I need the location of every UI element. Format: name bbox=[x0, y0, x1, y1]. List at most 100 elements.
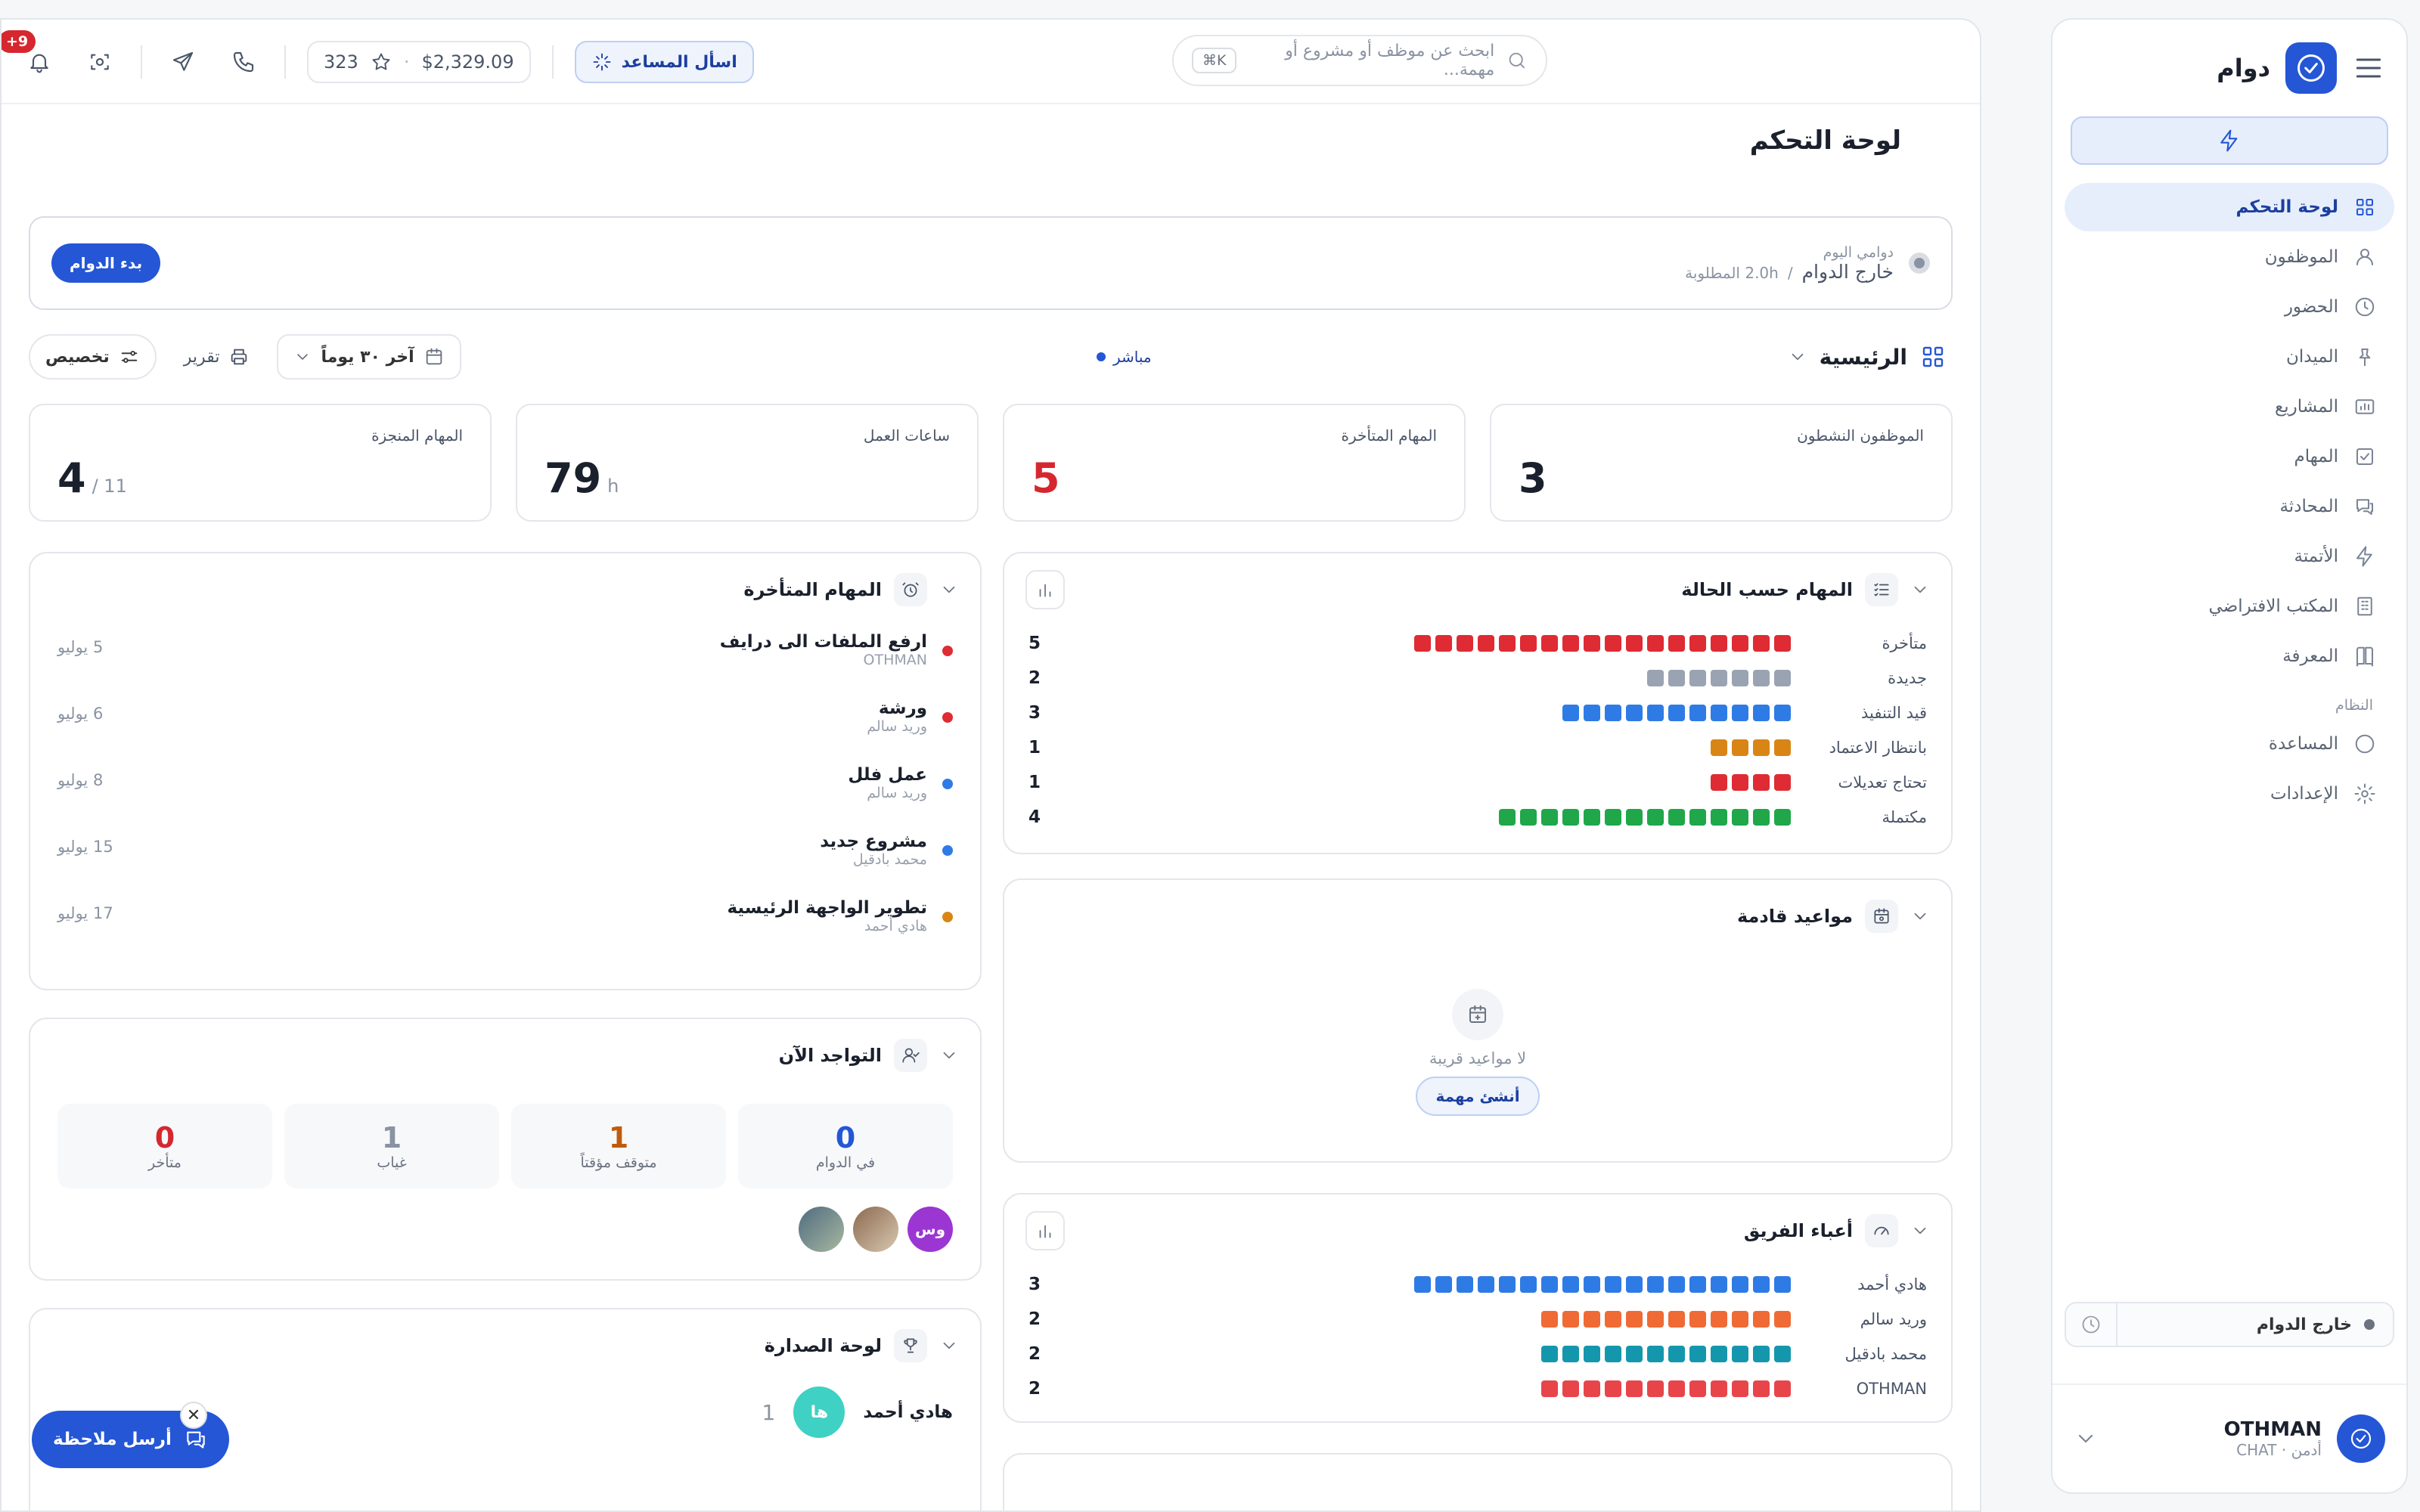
sidebar-item-help-circle[interactable]: المساعدة bbox=[2065, 720, 2394, 768]
status-dot bbox=[2364, 1319, 2375, 1330]
call-button[interactable] bbox=[224, 42, 263, 82]
controls-left: تخصيص تقرير آخر ٣٠ يوماً bbox=[29, 334, 461, 380]
kpi-card[interactable]: المهام المنجزة 4 / 11 bbox=[29, 404, 492, 522]
bar-row[interactable]: قيد التنفيذ 3 bbox=[1004, 696, 1951, 730]
bar-row[interactable]: جديدة 2 bbox=[1004, 661, 1951, 696]
sidebar-item-user[interactable]: الموظفون bbox=[2065, 233, 2394, 281]
sidebar-item-clock[interactable]: الحضور bbox=[2065, 283, 2394, 331]
notification-badge: +9 bbox=[2, 30, 36, 53]
bar-row[interactable]: هادي أحمد 3 bbox=[1004, 1267, 1951, 1302]
ask-assistant-button[interactable]: اسأل المساعد bbox=[574, 41, 754, 83]
notifications-button[interactable]: +9 bbox=[2, 30, 59, 82]
avatar[interactable]: وس bbox=[908, 1207, 953, 1252]
sidebar-item-pin[interactable]: الميدان bbox=[2065, 333, 2394, 381]
sidebar-item-bolt[interactable]: الأتمتة bbox=[2065, 532, 2394, 581]
page-title: لوحة التحكم bbox=[1749, 125, 1901, 156]
bolt-icon bbox=[2356, 546, 2372, 567]
avatar: ها bbox=[793, 1387, 845, 1438]
task-date: 5 يوليو bbox=[57, 638, 104, 656]
chart-toggle-button[interactable] bbox=[1025, 570, 1065, 609]
kpi-value: 3 bbox=[1519, 454, 1547, 502]
search-input[interactable]: ابحث عن موظف أو مشروع أو مهمة... ⌘K bbox=[1172, 35, 1547, 86]
leaderboard-row[interactable]: هادي أحمد ها 1 bbox=[30, 1382, 980, 1442]
presence-stat[interactable]: 1 غياب bbox=[284, 1104, 499, 1188]
pin-icon bbox=[2359, 349, 2371, 367]
bar-row[interactable]: تحتاج تعديلات 1 bbox=[1004, 765, 1951, 800]
chart-toggle-button[interactable] bbox=[1025, 1211, 1065, 1250]
date-range-select[interactable]: آخر ٣٠ يوماً bbox=[277, 334, 461, 380]
kpi-card[interactable]: الموظفون النشطون 3 bbox=[1490, 404, 1953, 522]
status-dot bbox=[942, 779, 953, 789]
report-button[interactable]: تقرير bbox=[175, 346, 259, 367]
sidebar-item-chat[interactable]: المحادثة bbox=[2065, 482, 2394, 531]
balance-pill[interactable]: 323 · $2,329.09 bbox=[307, 41, 531, 83]
list-item[interactable]: ورشة وريد سالم 6 يوليو bbox=[57, 692, 953, 759]
online-avatars: وس bbox=[30, 1188, 980, 1270]
menu-icon[interactable] bbox=[2352, 51, 2385, 85]
leaderboard-card: لوحة الصدارة هادي أحمد ها 1 bbox=[29, 1308, 982, 1510]
close-icon[interactable]: ✕ bbox=[180, 1402, 207, 1429]
live-label: مباشر bbox=[1113, 348, 1152, 366]
sidebar-nav: لوحة التحكم الموظفون الحضور الميدان المشاريع… bbox=[2052, 183, 2406, 818]
bar-block bbox=[1711, 1380, 1727, 1397]
presence-stat[interactable]: 0 في الدوام bbox=[738, 1104, 953, 1188]
kpi-number: 79 bbox=[544, 454, 602, 502]
bar-block bbox=[1774, 705, 1791, 721]
presence-stat[interactable]: 0 متأخر bbox=[57, 1104, 272, 1188]
sidebar-item-check-square[interactable]: المهام bbox=[2065, 432, 2394, 481]
clock-icon[interactable] bbox=[2066, 1303, 2118, 1346]
task-assignee: محمد بادقيل bbox=[852, 851, 927, 868]
bar-row[interactable]: مكتملة 4 bbox=[1004, 800, 1951, 835]
alarm-icon bbox=[894, 573, 927, 606]
kpi-card[interactable]: ساعات العمل 79 h bbox=[516, 404, 979, 522]
bar-track bbox=[1059, 1276, 1791, 1293]
bar-block bbox=[1732, 1380, 1748, 1397]
stat-label: غياب bbox=[377, 1154, 407, 1171]
avatar-photo[interactable] bbox=[799, 1207, 844, 1252]
kpi-card[interactable]: المهام المتأخرة 5 bbox=[1003, 404, 1466, 522]
bar-block bbox=[1414, 1276, 1431, 1293]
work-status-pill[interactable]: خارج الدوام bbox=[2065, 1302, 2394, 1347]
bar-block bbox=[1711, 1311, 1727, 1328]
dashboard-name: الرئيسية bbox=[1819, 344, 1907, 370]
bar-block bbox=[1668, 1311, 1685, 1328]
kpi-suffix: h bbox=[607, 476, 619, 497]
user-profile[interactable]: OTHMAN أدمن · CHAT bbox=[2052, 1383, 2406, 1492]
bar-block bbox=[1689, 670, 1706, 686]
presence-stat[interactable]: 1 متوقف مؤقتاً bbox=[511, 1104, 726, 1188]
kpi-title: ساعات العمل bbox=[863, 426, 950, 445]
list-item[interactable]: عمل فلل وريد سالم 8 يوليو bbox=[57, 759, 953, 826]
bar-row[interactable]: متأخرة 5 bbox=[1004, 626, 1951, 661]
sidebar-item-building[interactable]: المكتب الافتراضي bbox=[2065, 582, 2394, 631]
sidebar-item-chart-board[interactable]: المشاريع bbox=[2065, 383, 2394, 431]
sidebar-item-settings[interactable]: الإعدادات bbox=[2065, 770, 2394, 818]
help-circle-icon bbox=[2355, 734, 2375, 754]
dashboard-selector[interactable]: الرئيسية bbox=[1788, 343, 1947, 370]
bar-row[interactable]: OTHMAN 2 bbox=[1004, 1371, 1951, 1406]
send-feedback-button[interactable]: أرسل ملاحظة bbox=[32, 1411, 229, 1468]
chevron-down-icon bbox=[1792, 353, 1803, 361]
bar-row[interactable]: محمد بادقيل 2 bbox=[1004, 1337, 1951, 1371]
sidebar-item-grid[interactable]: لوحة التحكم bbox=[2065, 183, 2394, 231]
list-item[interactable]: ارفع الملفات الى درايف OTHMAN 5 يوليو bbox=[57, 626, 953, 692]
card-title: مواعيد قادمة bbox=[1737, 906, 1853, 927]
quick-action-button[interactable] bbox=[2071, 116, 2388, 165]
customize-button[interactable]: تخصيص bbox=[29, 334, 157, 380]
bar-row[interactable]: وريد سالم 2 bbox=[1004, 1302, 1951, 1337]
scan-button[interactable] bbox=[80, 42, 119, 82]
bar-block bbox=[1605, 1276, 1621, 1293]
create-task-button[interactable]: أنشئ مهمة bbox=[1416, 1077, 1540, 1116]
start-shift-button[interactable]: بدء الدوام bbox=[51, 243, 161, 283]
send-button[interactable] bbox=[163, 42, 203, 82]
bar-row[interactable]: بانتظار الاعتماد 1 bbox=[1004, 730, 1951, 765]
bar-block bbox=[1774, 1346, 1791, 1362]
user-avatar bbox=[2337, 1414, 2385, 1463]
list-item[interactable]: مشروع جديد محمد بادقيل 15 يوليو bbox=[57, 826, 953, 892]
bar-label: هادي أحمد bbox=[1857, 1275, 1927, 1294]
sidebar-item-book[interactable]: المعرفة bbox=[2065, 632, 2394, 680]
avatar-photo[interactable] bbox=[853, 1207, 898, 1252]
bar-block bbox=[1584, 1311, 1600, 1328]
list-item[interactable]: تطوير الواجهة الرئيسية هادي أحمد 17 يوليو bbox=[57, 892, 953, 959]
chevron-down-icon[interactable] bbox=[2074, 1427, 2098, 1451]
bar-block bbox=[1541, 1346, 1558, 1362]
